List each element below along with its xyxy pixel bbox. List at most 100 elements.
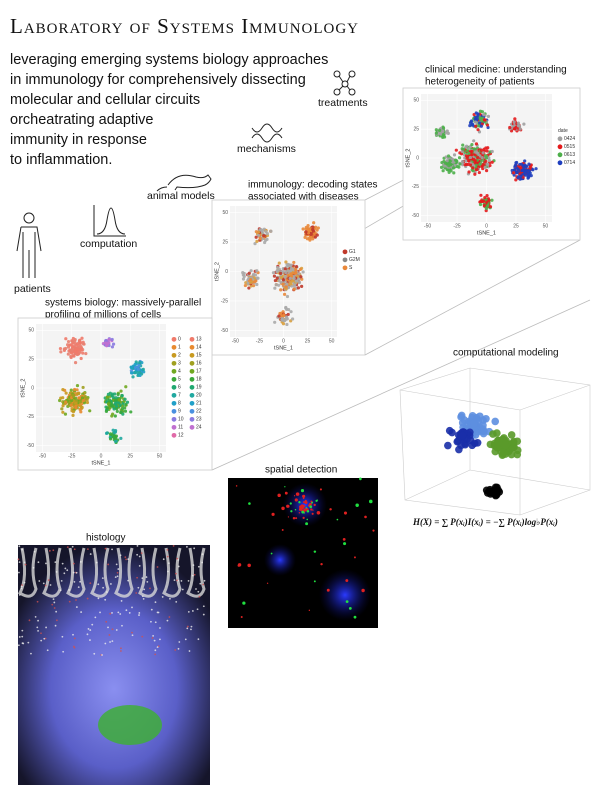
nucleus: [121, 624, 123, 627]
cell-dot: [136, 367, 140, 371]
model-dot: [491, 490, 499, 499]
nucleus: [104, 547, 107, 550]
cell-dot: [452, 153, 457, 157]
cell-dot: [522, 122, 526, 126]
cell-dot: [107, 337, 111, 342]
spot: [310, 508, 313, 511]
nucleus: [199, 582, 202, 585]
cell-dot: [73, 337, 77, 342]
caption: profiling of millions of cells: [45, 310, 161, 321]
nucleus: [156, 646, 159, 649]
cell-dot: [287, 307, 291, 312]
nucleus: [111, 628, 114, 631]
crypt: [90, 547, 110, 598]
x-tick-label: 0: [282, 338, 285, 344]
cell-dot: [258, 237, 262, 241]
cell-dot: [256, 276, 260, 280]
cell-dot: [447, 164, 451, 168]
nucleus: [23, 581, 26, 584]
title: Laboratory of Systems Immunology: [10, 14, 359, 38]
spot: [309, 503, 312, 506]
nucleus: [115, 629, 118, 631]
nucleus: [152, 634, 155, 637]
intro-line: in immunology for comprehensively dissec…: [10, 72, 306, 88]
cell-dot: [78, 400, 83, 404]
cell-dot: [75, 388, 79, 392]
nucleus: [168, 616, 171, 618]
cell-dot: [110, 345, 115, 349]
nucleus: [117, 611, 120, 614]
nucleus: [111, 548, 113, 551]
cell-dot: [464, 159, 468, 163]
cell-dot: [461, 163, 465, 167]
histology-tissue: [17, 544, 206, 656]
treatments-icon: [333, 70, 356, 96]
crypt: [138, 547, 158, 598]
cell-dot: [105, 431, 109, 435]
x-tick-label: 50: [157, 453, 163, 459]
nucleus: [127, 558, 130, 560]
cell-dot: [306, 224, 310, 228]
caption: computational modeling: [453, 348, 559, 359]
cell-dot: [316, 226, 320, 230]
intro-line: immunity in response: [10, 132, 147, 148]
cell-dot: [247, 286, 251, 290]
nucleus: [28, 619, 31, 622]
x-axis-label: tSNE_1: [92, 460, 111, 466]
nucleus: [167, 570, 169, 573]
legend-swatch: [342, 257, 348, 263]
y-tick-label: -25: [27, 414, 34, 420]
spot: [281, 529, 284, 531]
cell-dot: [115, 409, 119, 414]
legend-label: 1: [178, 345, 181, 351]
spot: [247, 563, 251, 568]
cell-dot: [277, 261, 281, 265]
cell-dot: [476, 128, 480, 132]
spatial-spots: [235, 477, 375, 621]
cell-dot: [439, 165, 444, 169]
cell-dot: [306, 231, 311, 235]
cell-dot: [253, 273, 258, 277]
cell-dot: [513, 168, 517, 172]
nucleus: [119, 554, 122, 557]
nucleus: [73, 548, 76, 551]
cell-dot: [281, 278, 286, 282]
cell-dot: [255, 282, 259, 287]
spot: [302, 504, 305, 507]
nucleus: [138, 555, 141, 558]
nucleus: [48, 549, 51, 552]
cell-dot: [471, 166, 475, 170]
nucleus: [136, 576, 139, 579]
connector: [364, 239, 581, 356]
cell-dot: [473, 172, 477, 176]
cell-dot: [61, 410, 65, 414]
cell-dot: [478, 202, 483, 207]
model-dot: [479, 421, 487, 430]
cell-dot: [254, 230, 258, 234]
legend-swatch: [171, 408, 177, 414]
x-tick-label: -25: [68, 453, 75, 459]
cell-dot: [457, 165, 461, 169]
nucleus: [42, 582, 45, 585]
cell-dot: [285, 317, 289, 321]
cell-dot: [123, 409, 128, 413]
cell-dot: [461, 147, 466, 151]
crypt: [114, 547, 134, 598]
cell-dot: [104, 409, 109, 413]
nucleus: [110, 583, 112, 585]
spot: [306, 518, 309, 521]
spot: [342, 537, 346, 541]
cell-dot: [75, 383, 80, 388]
cell-dot: [478, 121, 482, 125]
cell-dot: [129, 371, 134, 375]
caption: systems biology: massively-parallel: [45, 298, 201, 309]
model-dot: [457, 411, 466, 420]
cell-dot: [292, 276, 296, 280]
cell-dot: [303, 235, 307, 240]
legend-swatch: [557, 144, 563, 150]
nucleus: [105, 591, 108, 593]
nucleus: [75, 599, 77, 601]
cell-dot: [79, 410, 83, 414]
nucleus: [52, 598, 55, 601]
nucleus: [172, 544, 175, 547]
